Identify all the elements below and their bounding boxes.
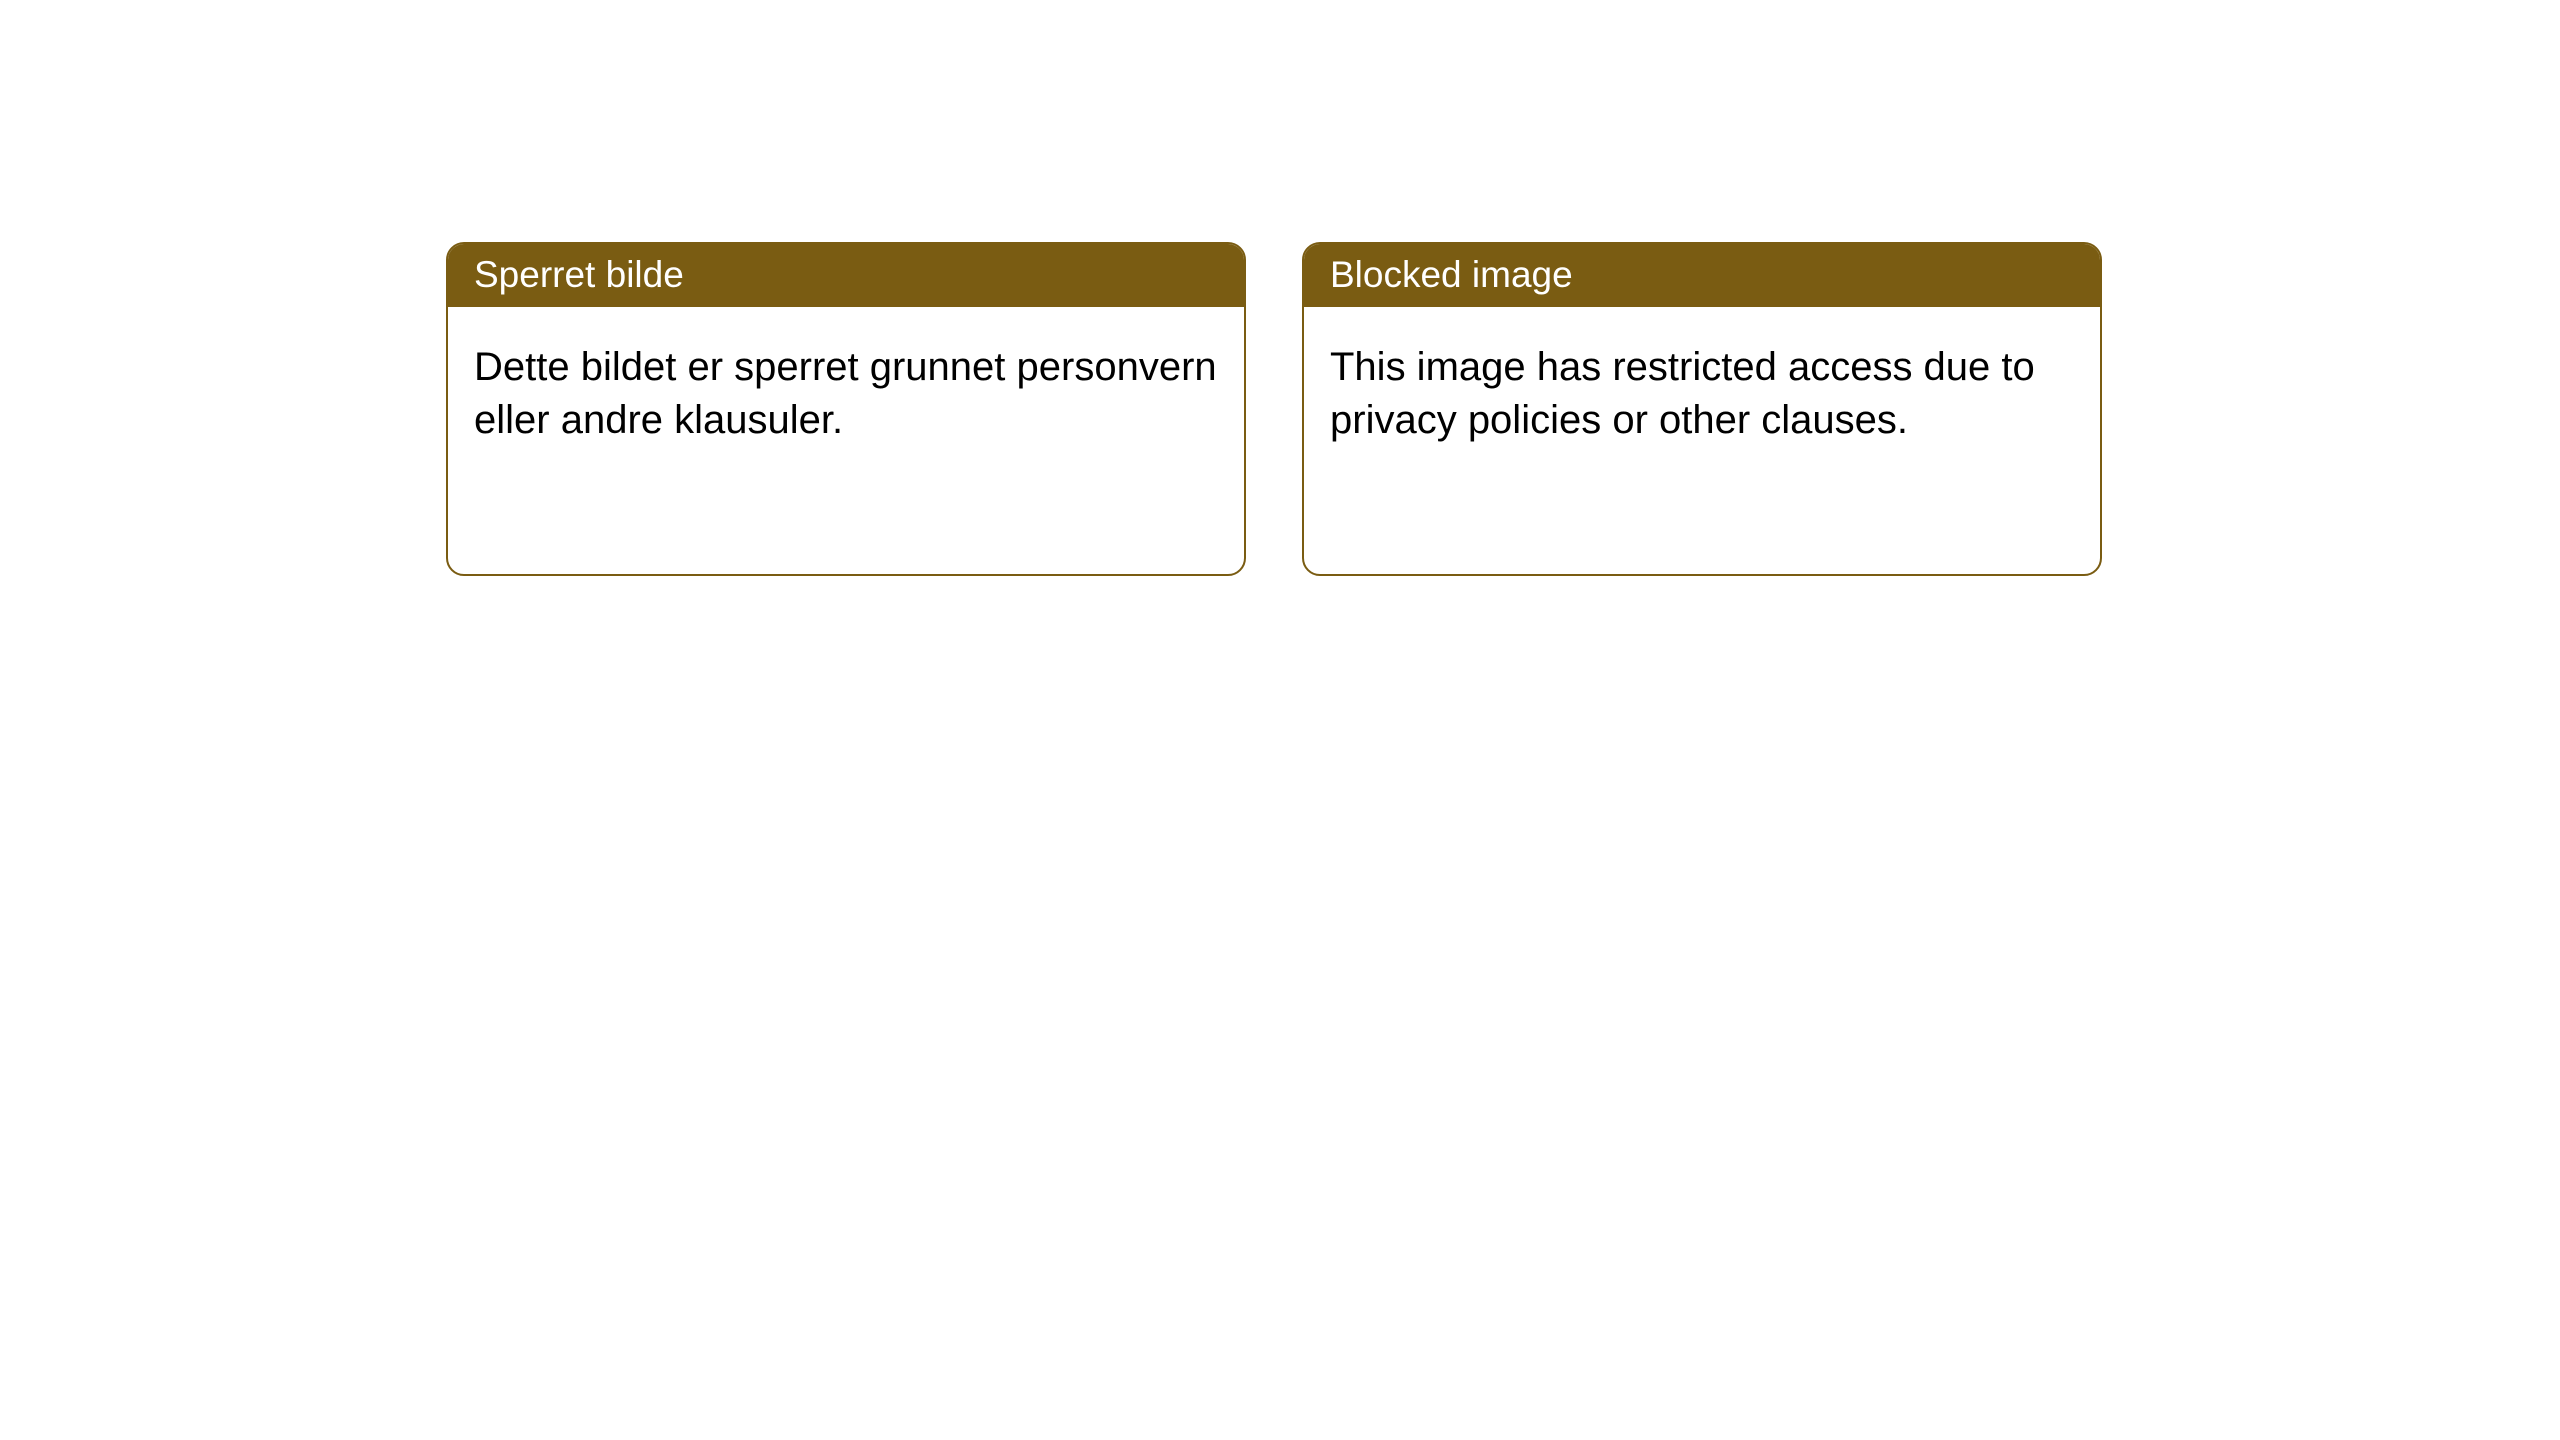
notice-box-english: Blocked image This image has restricted … xyxy=(1302,242,2102,576)
notice-header-norwegian: Sperret bilde xyxy=(448,244,1244,307)
notice-container: Sperret bilde Dette bildet er sperret gr… xyxy=(446,242,2102,576)
notice-box-norwegian: Sperret bilde Dette bildet er sperret gr… xyxy=(446,242,1246,576)
notice-body-norwegian: Dette bildet er sperret grunnet personve… xyxy=(448,307,1244,472)
notice-body-english: This image has restricted access due to … xyxy=(1304,307,2100,472)
notice-header-english: Blocked image xyxy=(1304,244,2100,307)
